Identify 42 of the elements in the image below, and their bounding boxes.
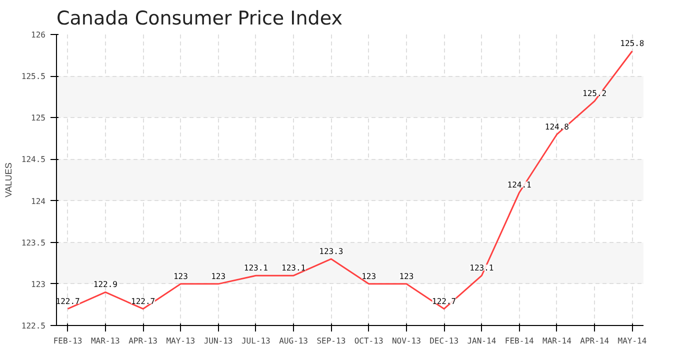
data-label: 124.8 [544,122,570,132]
data-label: 123 [211,272,226,281]
data-label: 123 [362,272,376,281]
data-label: 125.8 [620,39,644,48]
data-label: 123 [173,272,188,281]
data-label: 124.1 [507,180,532,190]
y-tick-label: 125 [31,114,46,123]
x-tick-label: FEB-14 [504,336,534,346]
x-tick-label: APR-13 [128,336,158,346]
data-label: 122.9 [93,280,118,290]
x-tick-label: JUL-13 [241,336,271,346]
data-label: 123.3 [319,246,344,256]
y-tick-label: 124 [31,196,46,206]
x-tick-label: OCT-13 [354,336,384,346]
x-tick-label: NOV-13 [392,336,422,346]
data-label: 122.7 [56,296,80,306]
x-tick-label: MAY-14 [618,336,647,346]
y-tick-label: 125.5 [21,72,46,82]
chart-title: Canada Consumer Price Index [56,8,342,30]
x-tick-label: JUN-13 [204,336,233,346]
x-tick-label: MAR-13 [90,336,120,346]
y-tick-label: 122.5 [21,322,46,330]
y-tick-label: 126 [31,30,46,40]
x-tick-label: MAR-14 [542,336,572,346]
y-tick-label: 124.5 [21,155,46,164]
y-axis-title: VALUES [3,162,14,198]
y-tick-label: 123.5 [21,238,46,248]
x-tick-label: AUG-13 [279,336,308,346]
data-label: 123.1 [470,264,494,273]
x-tick-label: APR-14 [580,336,610,346]
x-tick-label: MAY-13 [166,336,196,346]
data-label: 123.1 [244,264,268,273]
x-tick-label: SEP-13 [316,336,346,346]
data-label: 123.1 [282,264,306,273]
data-label: 122.7 [432,296,456,306]
data-label: 123 [399,272,414,281]
data-label: 122.7 [131,296,156,306]
y-tick-label: 123 [31,280,46,289]
x-tick-label: DEC-13 [430,336,459,346]
x-tick-label: FEB-13 [53,336,82,346]
x-tick-label: JAN-14 [467,336,496,346]
data-label: 125.2 [582,89,607,98]
